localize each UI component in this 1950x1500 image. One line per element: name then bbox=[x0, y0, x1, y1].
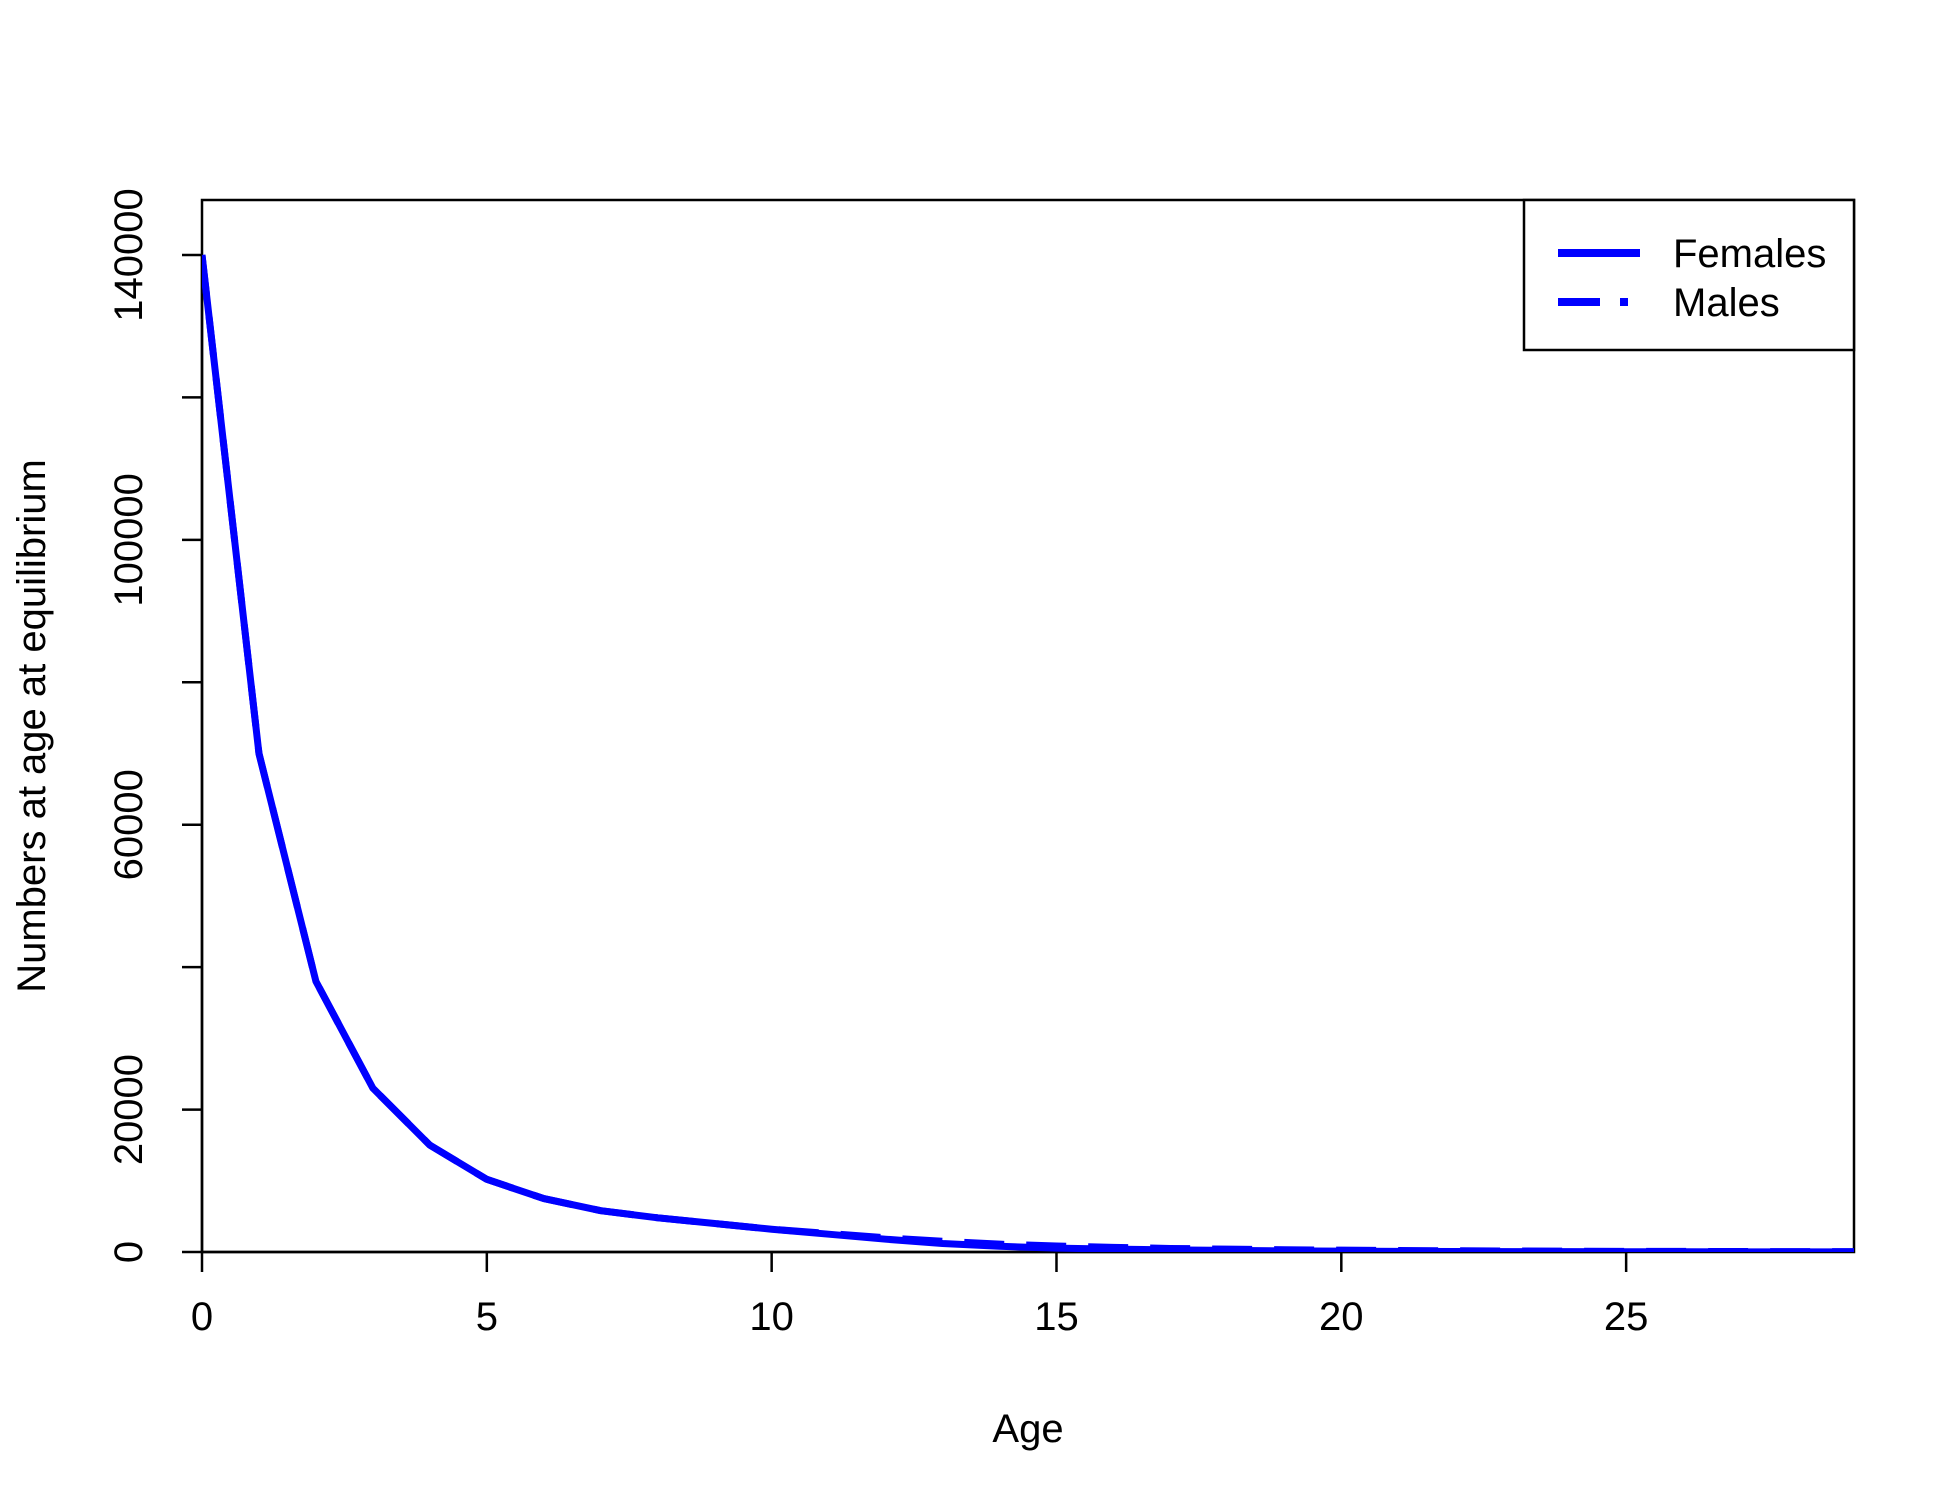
series-line-males bbox=[202, 254, 1854, 1252]
x-tick-label: 20 bbox=[1319, 1295, 1364, 1339]
legend: Females Males bbox=[1522, 198, 1856, 352]
series-line-females bbox=[202, 254, 1854, 1252]
x-tick-label: 15 bbox=[1034, 1295, 1079, 1339]
y-tick-label: 60000 bbox=[107, 769, 151, 880]
x-tick-label: 25 bbox=[1604, 1295, 1649, 1339]
y-axis: 0 20000 60000 100000 140000 bbox=[107, 188, 204, 1263]
series-layer bbox=[202, 254, 1854, 1252]
plot-frame bbox=[200, 198, 1856, 1254]
x-tick-label: 0 bbox=[191, 1295, 213, 1339]
legend-label-females: Females bbox=[1673, 232, 1826, 276]
x-axis: 0 5 10 15 20 25 bbox=[191, 1250, 1649, 1339]
y-tick-label: 100000 bbox=[107, 473, 151, 606]
x-tick-label: 10 bbox=[749, 1295, 794, 1339]
y-tick-label: 20000 bbox=[107, 1054, 151, 1165]
y-axis-title: Numbers at age at equilibrium bbox=[10, 459, 54, 993]
legend-box bbox=[1522, 198, 1856, 352]
x-axis-title: Age bbox=[992, 1407, 1063, 1451]
y-tick-label: 0 bbox=[107, 1241, 151, 1263]
x-tick-label: 5 bbox=[476, 1295, 498, 1339]
y-tick-label: 140000 bbox=[107, 188, 151, 321]
legend-label-males: Males bbox=[1673, 281, 1780, 325]
